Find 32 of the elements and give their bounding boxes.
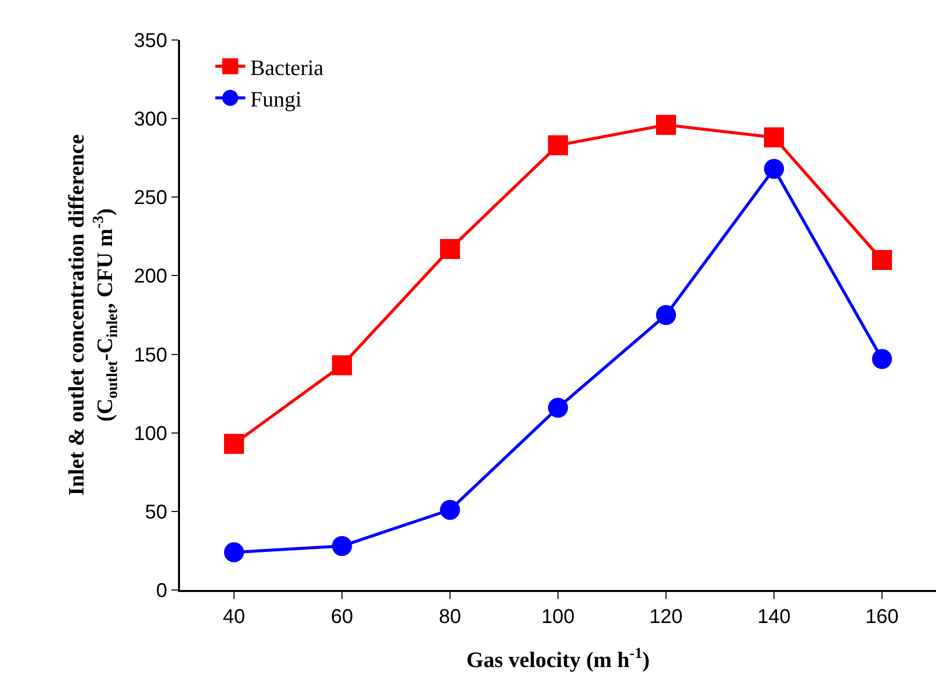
point [872, 250, 892, 270]
legend-label: Fungi [250, 86, 302, 112]
y-tick-label: 150 [134, 344, 168, 366]
y-tick-label: 200 [134, 266, 168, 288]
point [224, 434, 244, 454]
x-tick-label: 140 [757, 606, 791, 628]
y-tick-label: 0 [156, 580, 168, 602]
point [332, 355, 352, 376]
point [656, 305, 676, 325]
x-tick-label: 80 [438, 606, 462, 628]
point [440, 239, 460, 259]
point [872, 349, 892, 369]
y-tick-label: 250 [134, 187, 168, 210]
x-tick-label: 160 [865, 606, 899, 628]
point [548, 398, 568, 418]
y-tick-label: 50 [145, 501, 168, 524]
legend-label: Bacteria [250, 54, 324, 80]
y-tick-label: 300 [134, 108, 168, 131]
y-tick-label: 100 [134, 422, 168, 445]
point [224, 542, 244, 562]
point [548, 135, 568, 156]
point [656, 114, 676, 135]
point [764, 127, 784, 148]
point [332, 536, 352, 556]
point [764, 158, 784, 179]
x-tick-label: 120 [649, 606, 683, 628]
x-tick-label: 60 [330, 606, 354, 628]
x-tick-label: 100 [541, 606, 575, 628]
x-axis-title: Gas velocity (m h$^{-1}$) [466, 644, 650, 672]
point [440, 500, 460, 520]
y-tick-label: 350 [134, 30, 168, 52]
x-tick-label: 40 [222, 606, 246, 628]
